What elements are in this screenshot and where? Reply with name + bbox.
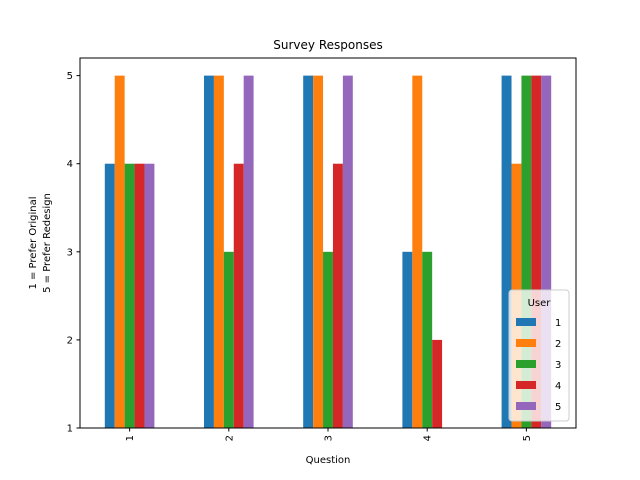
legend-label-user4: 4 <box>555 381 561 392</box>
bar-q2-user1 <box>204 75 214 429</box>
legend-title: User <box>528 298 552 309</box>
bar-q1-user3 <box>124 163 135 428</box>
y-axis-label-line-1: 1 = Prefer Original <box>28 196 39 289</box>
y-tick-label: 5 <box>67 71 73 82</box>
bar-q1-user5 <box>144 163 155 428</box>
y-tick-label: 2 <box>67 335 73 346</box>
bar-q4-user1 <box>402 251 413 428</box>
legend-swatch-user5 <box>516 402 536 410</box>
legend-swatch-user4 <box>516 381 536 389</box>
x-tick-label: 5 <box>522 435 533 441</box>
bars-layer <box>104 75 552 429</box>
bar-q2-user4 <box>233 163 244 428</box>
legend-label-user2: 2 <box>555 339 561 350</box>
x-tick-label: 3 <box>324 435 335 441</box>
legend-label-user5: 5 <box>555 402 561 413</box>
bar-q4-user3 <box>422 251 433 428</box>
y-axis-label: 1 = Prefer Original 5 = Prefer Redesign <box>28 193 53 293</box>
bar-q4-user2 <box>412 75 423 429</box>
legend-swatch-user2 <box>516 339 536 347</box>
legend-items: 1 2 3 4 5 <box>516 318 561 413</box>
legend-swatch-user1 <box>516 318 536 326</box>
bar-q5-user5 <box>541 75 552 429</box>
x-tick-label: 1 <box>125 435 136 441</box>
bar-q2-user5 <box>243 75 254 429</box>
bar-q1-user4 <box>134 163 145 428</box>
legend: User 1 2 3 4 5 <box>508 289 570 422</box>
bar-q2-user3 <box>223 251 234 428</box>
bar-q3-user4 <box>332 163 343 428</box>
y-tick-label: 4 <box>67 159 73 170</box>
legend-label-user1: 1 <box>555 318 561 329</box>
bar-q1-user1 <box>104 163 115 428</box>
y-tick-label: 1 <box>67 424 73 435</box>
x-axis-label: Question <box>306 455 351 466</box>
bar-q5-user3 <box>521 75 532 429</box>
bar-q5-user4 <box>531 75 542 429</box>
bar-q3-user2 <box>313 75 324 429</box>
bar-q3-user1 <box>303 75 314 429</box>
chart-title: Survey Responses <box>273 38 382 52</box>
bar-q1-user2 <box>114 75 125 429</box>
x-tick-label: 2 <box>224 435 235 441</box>
bar-q3-user3 <box>323 251 333 428</box>
legend-label-user3: 3 <box>555 360 561 371</box>
y-axis: 1 2 3 4 5 <box>67 71 80 435</box>
bar-q3-user5 <box>342 75 353 429</box>
bar-q5-user1 <box>501 75 512 429</box>
bar-q4-user4 <box>432 339 443 428</box>
x-axis: 1 2 3 4 5 <box>125 428 533 441</box>
y-axis-label-line-2: 5 = Prefer Redesign <box>42 193 53 293</box>
x-tick-label: 4 <box>423 435 434 441</box>
legend-swatch-user3 <box>516 360 536 368</box>
bar-q2-user2 <box>213 75 224 429</box>
y-tick-label: 3 <box>67 247 73 258</box>
